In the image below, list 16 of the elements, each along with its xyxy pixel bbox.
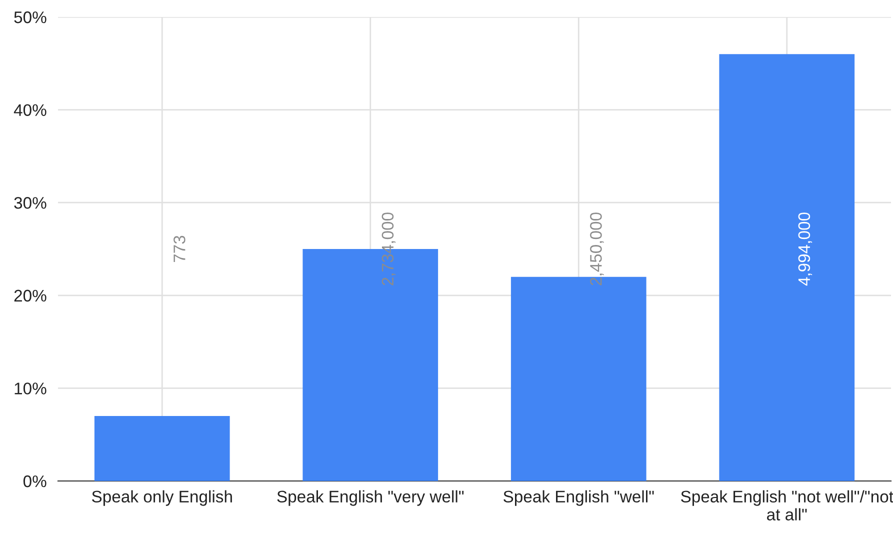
y-tick-label: 10% — [14, 382, 46, 394]
y-tick-label: 0% — [23, 475, 46, 488]
bar — [94, 416, 230, 481]
y-tick-label: 30% — [14, 197, 46, 209]
x-tick-label: Speak only English — [92, 490, 232, 506]
annotation: 2,450,000 — [590, 212, 604, 286]
annotation: 773 — [174, 236, 186, 262]
y-tick-label: 50% — [14, 11, 46, 24]
x-tick-label: Speak English "well" — [504, 490, 654, 506]
x-tick-label: Speak English "not well"/"not at all" — [681, 490, 893, 520]
annotation: 4,994,000 — [798, 212, 812, 286]
bar — [719, 54, 855, 481]
y-tick-label: 20% — [14, 290, 46, 302]
annotation: 2,734,000 — [382, 212, 396, 286]
x-tick-label: Speak English "very well" — [277, 490, 464, 506]
y-tick-label: 40% — [14, 104, 46, 116]
